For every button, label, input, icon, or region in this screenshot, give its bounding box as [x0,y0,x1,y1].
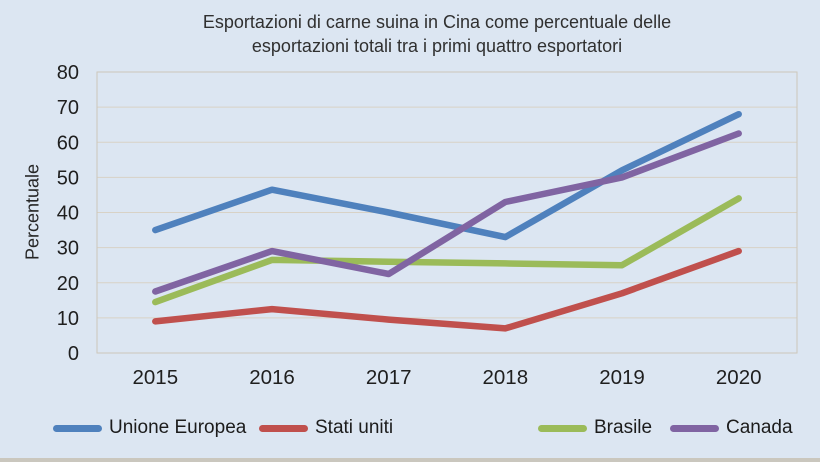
legend-label: Stati uniti [315,417,394,438]
x-tick-label-2018: 2018 [482,366,528,389]
plot-border [96,71,798,354]
legend-swatch-stati-uniti [259,424,308,432]
legend-swatch-canada [670,424,719,432]
x-tick-label-2016: 2016 [249,366,295,389]
legend-item-brasile: Brasile [538,417,653,438]
x-tick-label-2017: 2017 [366,366,412,389]
x-tick-label-2020: 2020 [716,366,762,389]
legend-item-stati-uniti: Stati uniti [259,417,394,438]
legend-swatch-unione-europea [53,424,102,432]
y-tick-label-40: 40 [57,203,79,225]
y-tick-label-0: 0 [68,343,79,365]
y-tick-label-60: 60 [57,132,79,154]
y-tick-label-30: 30 [57,238,79,260]
legend-label: Unione Europea [109,417,247,438]
legend-label: Canada [726,417,793,438]
bottom-edge-strip [0,458,820,462]
y-tick-label-10: 10 [57,308,79,330]
legend-label: Brasile [594,417,653,438]
series-line-brasile [152,195,742,306]
series-line-stati-uniti [152,247,742,332]
y-tick-label-50: 50 [57,167,79,189]
y-tick-label-70: 70 [57,97,79,119]
x-tick-label-2019: 2019 [599,366,645,389]
series-line-canada [152,130,742,295]
y-tick-label-80: 80 [57,62,79,84]
legend-swatch-brasile [538,424,587,432]
x-tick-label-2015: 2015 [132,366,178,389]
series-line-unione-europea [152,110,742,241]
chart-title: Esportazioni di carne suina in Cina come… [202,12,672,56]
legend-item-canada: Canada [670,417,793,438]
y-tick-label-20: 20 [57,273,79,295]
legend-item-unione-europea: Unione Europea [53,417,247,438]
